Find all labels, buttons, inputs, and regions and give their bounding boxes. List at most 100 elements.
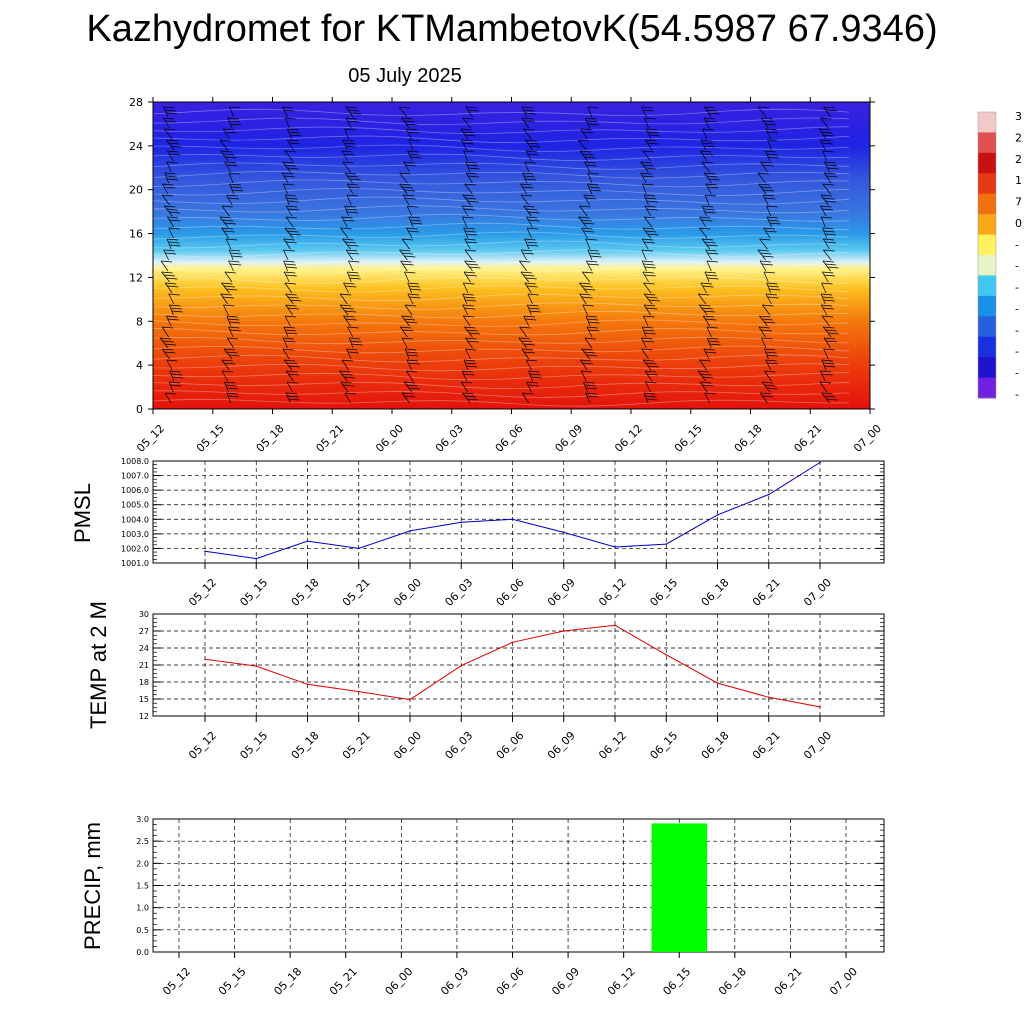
wind-barb-flag	[462, 117, 474, 120]
wind-barb-flag	[344, 128, 356, 131]
wind-barb-flag	[227, 318, 240, 321]
wind-barb-flag	[767, 285, 779, 288]
wind-barb-flag	[408, 362, 420, 365]
wind-barb-flag	[529, 310, 541, 313]
wind-barb-staff	[579, 359, 588, 371]
wind-barb-flag	[165, 252, 177, 255]
wind-barb-staff	[705, 249, 712, 261]
wind-barb-flag	[824, 161, 836, 164]
wind-barb-flag	[707, 277, 719, 280]
wind-barb-staff	[822, 227, 828, 239]
wind-barb-staff	[287, 128, 293, 140]
xtick-label: 06_09	[549, 965, 582, 998]
wind-barb-flag	[700, 381, 712, 384]
wind-barb-staff	[821, 392, 830, 404]
contour-line	[153, 354, 850, 363]
wind-barb-flag	[518, 337, 530, 340]
wind-barb-staff	[644, 139, 653, 151]
wind-barb-flag	[881, 316, 892, 317]
wind-barb-flag	[168, 227, 180, 230]
wind-barb-staff	[463, 227, 469, 239]
wind-barb-staff	[766, 205, 772, 217]
wind-barb-staff	[526, 227, 532, 239]
wind-barb-staff	[758, 183, 767, 195]
wind-barb-flag	[406, 370, 418, 373]
wind-barb-staff	[461, 370, 468, 382]
wind-barb-staff	[284, 227, 294, 239]
wind-barb-flag	[465, 337, 477, 340]
colorbar-label: -	[1015, 281, 1019, 294]
wind-barb-flag	[284, 164, 297, 167]
wind-barb-flag	[880, 107, 891, 108]
wind-barb-staff	[399, 183, 408, 195]
temp-panel: 12 15 18 21 24 27 30 05_12 05_15 05_18 05_21 06_00 0…	[86, 601, 885, 762]
wind-barb-staff	[584, 161, 591, 173]
wind-barb-flag	[647, 365, 659, 368]
wind-barb-staff	[761, 117, 769, 129]
wind-barb-staff	[285, 205, 293, 217]
wind-barb-flag	[462, 142, 474, 145]
wind-barb-flag	[824, 274, 836, 277]
heatmap-field	[153, 102, 870, 409]
wind-barb-staff	[220, 293, 229, 305]
wind-barb-flag	[644, 370, 656, 373]
wind-barb-flag	[351, 343, 363, 346]
wind-barb-flag	[164, 343, 176, 346]
wind-barb-flag	[523, 315, 535, 318]
wind-barb-flag	[521, 348, 533, 351]
heatmap-xtick-label: 05_21	[313, 422, 346, 455]
wind-barb-staff	[462, 194, 471, 206]
wind-barb-staff	[643, 304, 651, 316]
wind-barb-flag	[342, 384, 354, 387]
wind-barb-staff	[641, 260, 647, 272]
wind-barb-flag	[585, 315, 598, 318]
wind-barb-flag	[762, 255, 774, 258]
wind-barb-staff	[823, 337, 831, 349]
wind-barb-staff	[759, 392, 768, 404]
contour-line	[153, 117, 850, 126]
wind-barb-staff	[339, 370, 348, 382]
wind-barb-flag	[705, 249, 717, 252]
wind-barb-flag	[525, 241, 537, 244]
wind-barb-staff	[164, 172, 170, 184]
wind-barb-staff	[219, 139, 229, 151]
wind-barb-flag	[288, 373, 300, 376]
wind-barb-flag	[581, 348, 593, 351]
wind-barb-flag	[282, 348, 294, 351]
wind-barb-flag	[880, 173, 891, 174]
wind-barb-staff	[526, 216, 533, 228]
contour-line	[153, 240, 850, 249]
wind-barb-flag	[768, 219, 780, 222]
wind-barb-flag	[527, 304, 539, 307]
wind-barb-flag	[700, 139, 712, 142]
contour-line	[153, 267, 850, 276]
wind-barb-flag	[342, 307, 354, 310]
wind-barb-flag	[402, 263, 414, 266]
contour-line	[153, 108, 850, 116]
wind-barb-flag	[584, 351, 596, 354]
wind-barb-flag	[347, 244, 359, 247]
wind-barb-flag	[767, 362, 779, 365]
wind-barb-flag	[464, 249, 476, 252]
wind-barb-flag	[699, 304, 711, 307]
colorbar-label: 0	[1015, 217, 1022, 230]
wind-barb-staff	[403, 161, 410, 173]
wind-barb-flag	[345, 318, 357, 321]
wind-barb-staff	[586, 326, 593, 338]
wind-barb-flag	[642, 164, 655, 167]
wind-barb-staff	[762, 194, 769, 206]
wind-barb-flag	[766, 282, 778, 285]
wind-barb-flag	[645, 381, 657, 384]
wind-barb-flag	[641, 348, 653, 351]
wind-barb-staff	[343, 315, 351, 327]
wind-barb-flag	[230, 123, 242, 126]
wind-barb-flag	[162, 340, 174, 343]
wind-barb-flag	[289, 142, 301, 145]
wind-barb-flag	[285, 241, 297, 244]
wind-barb-flag	[579, 282, 591, 285]
contour-line	[153, 249, 850, 258]
wind-barb-flag	[469, 332, 481, 335]
wind-barb-flag	[461, 139, 473, 142]
wind-barb-flag	[230, 263, 242, 266]
wind-barb-flag	[646, 373, 659, 376]
